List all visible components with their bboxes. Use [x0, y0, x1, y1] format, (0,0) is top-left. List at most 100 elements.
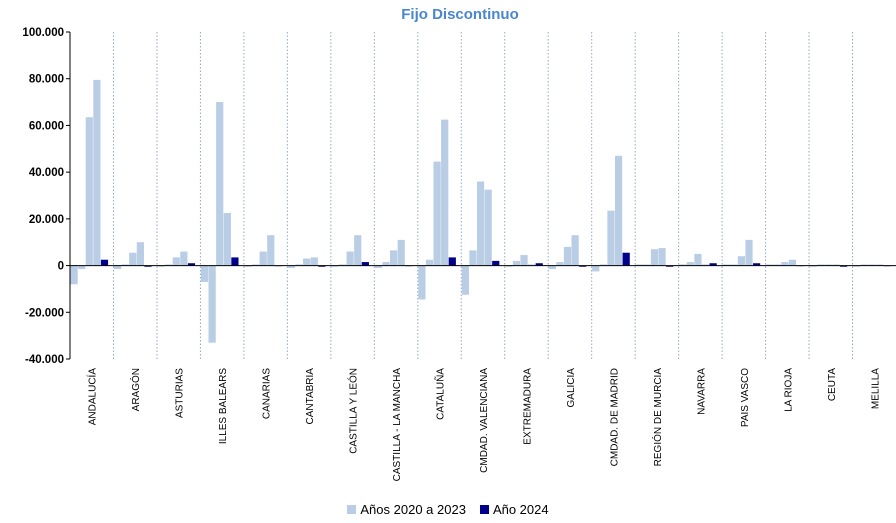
bar-2020-2023 [505, 265, 513, 267]
legend-item-2024: Año 2024 [479, 502, 549, 517]
bar-2024 [666, 265, 674, 267]
bar-2020-2023 [244, 265, 252, 267]
x-tick-label: NAVARRA [696, 368, 707, 415]
bar-2024 [753, 263, 761, 266]
y-tick-label: 40.000 [29, 167, 64, 179]
bar-2020-2023 [433, 161, 441, 266]
bar-2020-2023 [512, 260, 521, 266]
bar-2020-2023 [425, 259, 434, 266]
bar-2020-2023 [614, 155, 623, 266]
x-tick-label: LA RIOJA [783, 368, 794, 412]
bar-2020-2023 [200, 265, 209, 282]
bar-2020-2023 [599, 264, 607, 266]
bar-2020-2023 [607, 210, 615, 266]
bar-2020-2023 [730, 264, 738, 266]
x-tick-label: ILLES BALEARS [218, 368, 229, 444]
x-tick-label: CASTILLA - LA MANCHA [392, 368, 403, 482]
legend-item-2020-2023: Años 2020 a 2023 [347, 502, 466, 517]
bar-2020-2023 [701, 264, 710, 266]
bar-2020-2023 [461, 265, 469, 295]
bar-2020-2023 [338, 264, 347, 266]
bar-2024 [839, 265, 848, 267]
bar-2020-2023 [737, 256, 746, 266]
bar-2020-2023 [287, 265, 296, 268]
x-tick-label: CMDAD. DE MADRID [609, 368, 620, 466]
tick-labels: -40.000 -20.000 0 20.000 40.000 60.000 80.000 1… [22, 27, 881, 481]
bar-2020-2023 [397, 239, 405, 266]
bar-2020-2023 [259, 251, 267, 266]
bar-2020-2023 [121, 264, 129, 266]
y-tick-label: 60.000 [29, 120, 64, 132]
legend-swatch-2020-2023 [347, 505, 357, 514]
bar-2020-2023 [658, 248, 666, 266]
bar-2020-2023 [172, 257, 180, 266]
legend-label-2024: Año 2024 [492, 502, 549, 517]
bar-2020-2023 [817, 264, 825, 266]
bar-2020-2023 [70, 265, 78, 285]
bar-2024 [144, 265, 152, 267]
bar-2024 [187, 263, 196, 266]
bar-2024 [709, 263, 717, 266]
bar-2020-2023 [643, 264, 651, 266]
bar-2020-2023 [78, 265, 86, 270]
bar-2020-2023 [346, 251, 354, 266]
bar-2020-2023 [223, 213, 231, 266]
bars [70, 79, 891, 343]
bar-2020-2023 [824, 264, 832, 266]
y-tick-label: 0 [58, 261, 64, 273]
bar-2020-2023 [85, 117, 93, 266]
bar-2020-2023 [251, 264, 260, 266]
x-tick-label: CEUTA [827, 368, 838, 401]
y-tick-label: 80.000 [29, 74, 64, 86]
bar-2020-2023 [180, 251, 188, 266]
bar-2020-2023 [216, 102, 224, 266]
bar-2020-2023 [679, 264, 687, 266]
x-tick-label: PAIS VASCO [740, 368, 751, 427]
bar-2020-2023 [469, 250, 477, 266]
y-tick-label: 100.000 [22, 27, 64, 39]
bar-2020-2023 [853, 265, 861, 267]
bar-2020-2023 [418, 265, 426, 300]
bar-2020-2023 [484, 189, 492, 266]
bar-2020-2023 [868, 264, 876, 266]
legend: Años 2020 a 2023 Año 2024 [0, 502, 896, 517]
x-tick-label: GALICIA [566, 368, 577, 408]
bar-2020-2023 [592, 265, 600, 272]
bar-2024 [622, 252, 630, 266]
bar-2020-2023 [93, 79, 101, 266]
bar-2020-2023 [354, 235, 362, 266]
bar-2020-2023 [520, 255, 528, 266]
bar-2020-2023 [556, 262, 564, 266]
bar-2020-2023 [745, 239, 753, 266]
bar-2020-2023 [694, 253, 702, 266]
y-tick-label: 20.000 [29, 214, 64, 226]
bar-2020-2023 [165, 264, 173, 266]
x-tick-label: CANTABRIA [305, 368, 316, 425]
x-tick-label: CANARIAS [262, 368, 273, 419]
bar-2020-2023 [809, 265, 817, 267]
bar-2024 [492, 260, 500, 266]
bar-2020-2023 [571, 235, 579, 266]
bar-2020-2023 [476, 181, 485, 266]
bar-chart: -40.000 -20.000 0 20.000 40.000 60.000 80.000 1… [22, 27, 896, 481]
bar-2024 [361, 262, 369, 266]
bar-2020-2023 [635, 264, 643, 266]
x-tick-label: ANDALUCÍA [86, 368, 99, 426]
x-tick-label: CMDAD. VALENCIANA [479, 368, 490, 473]
bar-2024 [579, 265, 587, 267]
bar-2020-2023 [129, 252, 137, 266]
bar-2024 [100, 259, 109, 266]
bar-2020-2023 [773, 264, 781, 266]
bar-2024 [535, 263, 543, 266]
bar-2020-2023 [563, 246, 572, 266]
bar-2024 [231, 257, 239, 266]
bar-2020-2023 [788, 259, 797, 266]
x-tick-label: EXTREMADURA [522, 368, 533, 445]
bar-2020-2023 [331, 265, 339, 267]
x-tick-label: REGIÓN DE MURCIA [651, 368, 664, 467]
bar-2020-2023 [860, 264, 868, 266]
bar-2020-2023 [875, 264, 884, 266]
x-tick-label: ARAGÓN [129, 368, 142, 411]
bar-2020-2023 [390, 250, 398, 266]
x-tick-label: MELILLA [870, 368, 881, 409]
